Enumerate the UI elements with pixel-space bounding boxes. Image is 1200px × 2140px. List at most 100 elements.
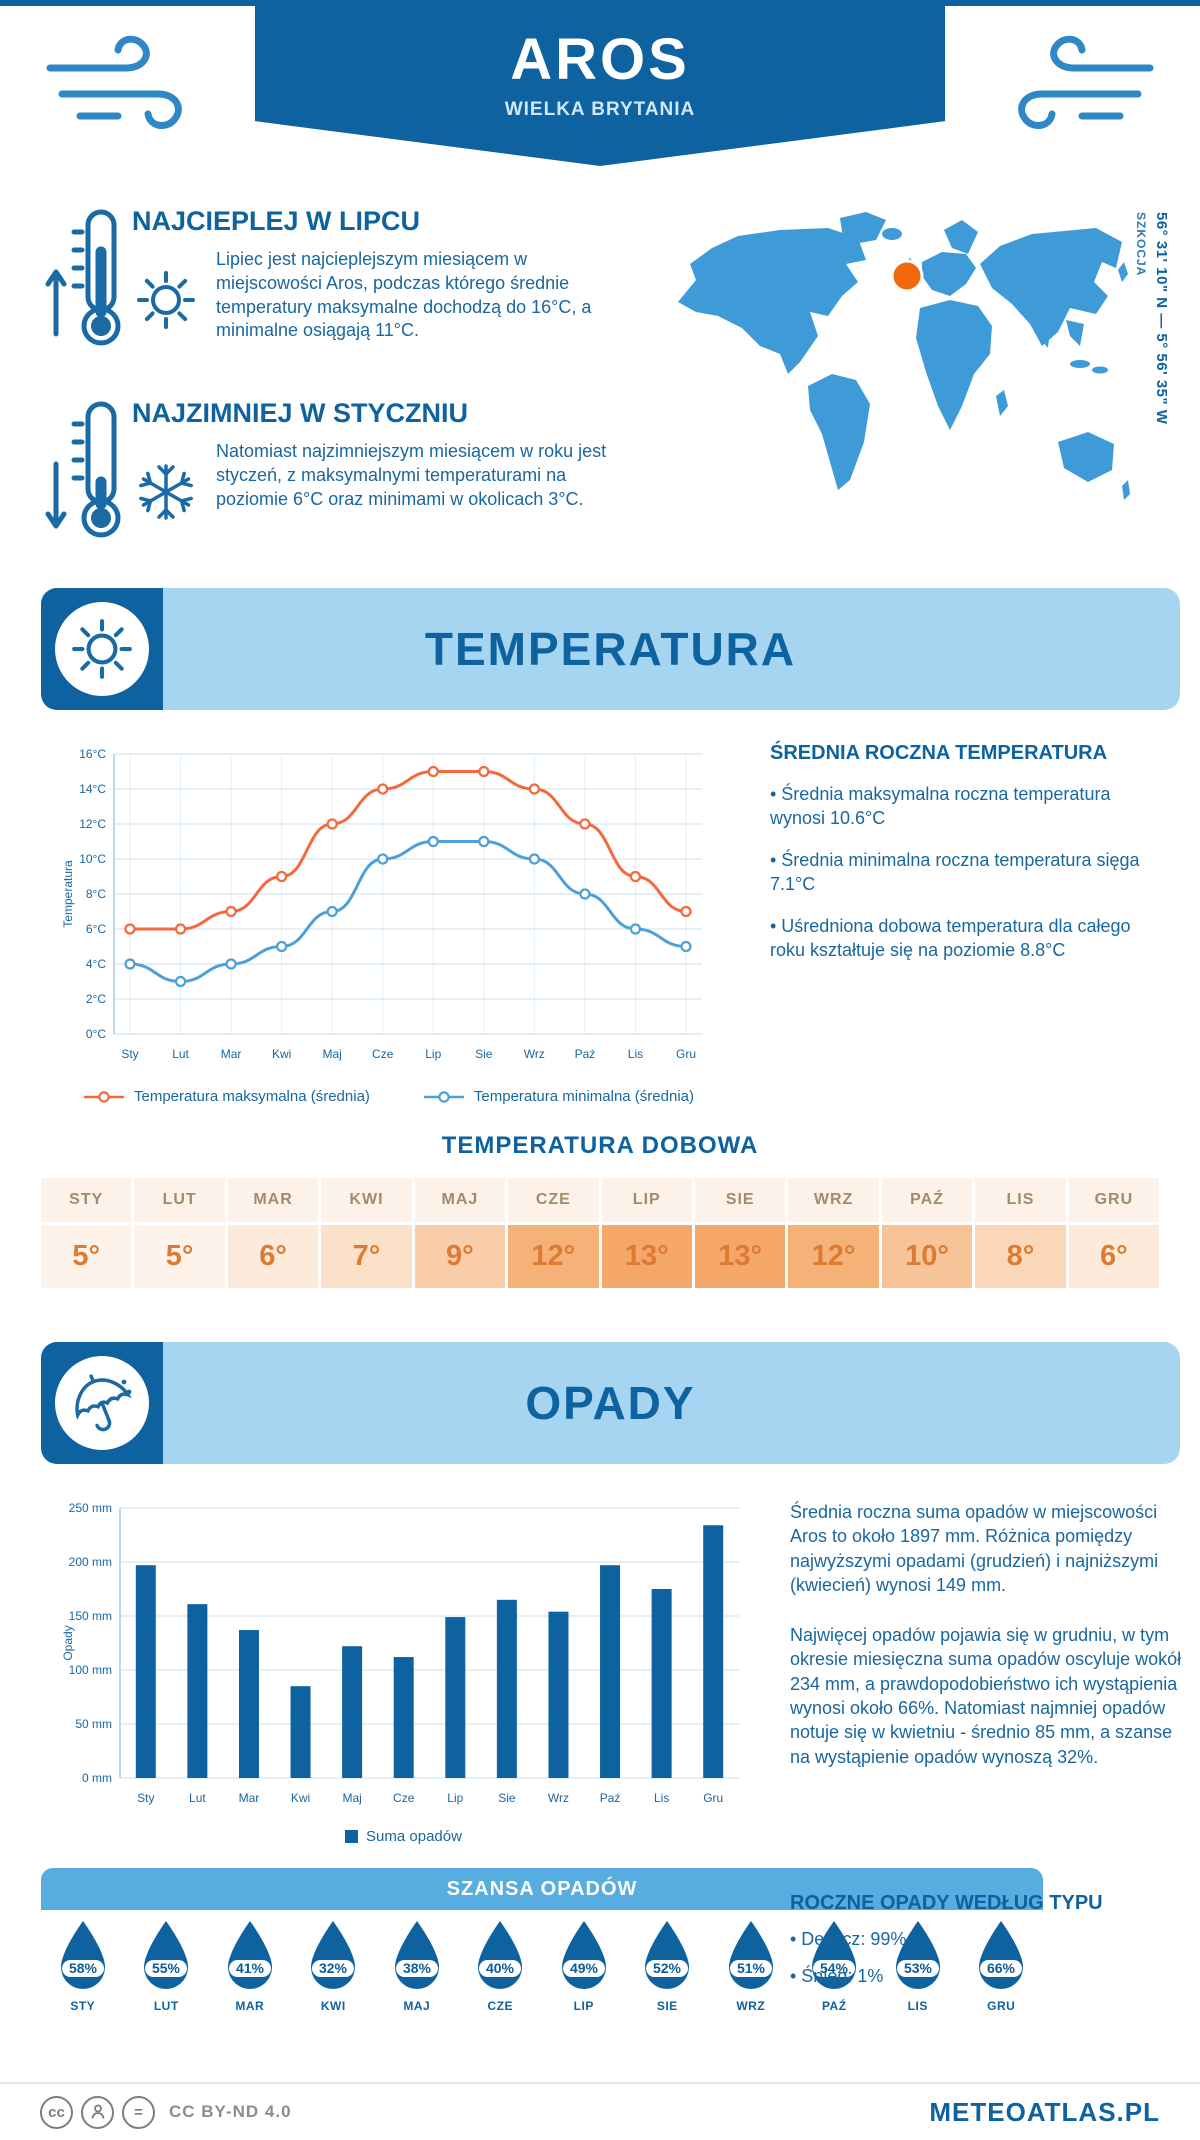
precipitation-banner: OPADY xyxy=(41,1342,1180,1464)
daily-table-month: SIE xyxy=(694,1178,786,1222)
precipitation-banner-icon-block xyxy=(41,1342,163,1464)
bar-chart-legend: Suma opadów xyxy=(56,1828,751,1845)
thermometer-warm-icon xyxy=(45,209,121,346)
legend-item: Temperatura maksymalna (średnia) xyxy=(82,1088,370,1105)
svg-text:0°C: 0°C xyxy=(86,1027,106,1041)
temperature-stats: ŚREDNIA ROCZNA TEMPERATURA • Średnia mak… xyxy=(770,742,1170,963)
temperature-banner-icon-block xyxy=(41,588,163,710)
legend-item: Temperatura minimalna (średnia) xyxy=(422,1088,694,1105)
daily-table-value: 5° xyxy=(41,1225,132,1288)
thermometer-cold-icon xyxy=(45,401,121,538)
svg-text:Kwi: Kwi xyxy=(291,1791,310,1805)
svg-text:Wrz: Wrz xyxy=(524,1047,545,1061)
svg-text:Maj: Maj xyxy=(323,1047,342,1061)
svg-text:54%: 54% xyxy=(820,1960,849,1976)
svg-text:Wrz: Wrz xyxy=(548,1791,569,1805)
license-label: CC BY-ND 4.0 xyxy=(169,2102,292,2121)
snowflake-icon xyxy=(139,464,193,520)
rain-chance-item: 55% LUT xyxy=(125,1918,209,2013)
page-title: AROS xyxy=(510,27,690,92)
rain-chance-month: SIE xyxy=(656,1999,678,2013)
precipitation-type-bullet: • Deszcz: 99% xyxy=(790,1929,907,1949)
svg-text:Temperatura: Temperatura xyxy=(61,860,75,928)
sun-icon xyxy=(72,619,132,679)
rain-chance-item: 54% PAŹ xyxy=(793,1918,877,2013)
rain-chance-month: LIS xyxy=(907,1999,928,2013)
rain-chance-month: CZE xyxy=(487,1999,513,2013)
svg-text:51%: 51% xyxy=(737,1960,766,1976)
license-icons: cc = xyxy=(40,2095,155,2129)
rain-chance-item: 40% CZE xyxy=(459,1918,543,2013)
banner-icon-circle xyxy=(55,1356,149,1450)
line-chart-legend: Temperatura maksymalna (średnia) Temperat… xyxy=(58,1088,718,1105)
attribution-person-icon xyxy=(81,2095,114,2129)
svg-text:16°C: 16°C xyxy=(79,747,106,761)
header: AROS WIELKA BRYTANIA xyxy=(255,0,945,166)
daily-table-month: LUT xyxy=(134,1178,225,1222)
svg-text:55%: 55% xyxy=(152,1960,181,1976)
brand-label: METEOATLAS.PL xyxy=(929,2096,1160,2127)
svg-text:52%: 52% xyxy=(653,1960,682,1976)
temperature-banner: TEMPERATURA xyxy=(41,588,1180,710)
svg-text:4°C: 4°C xyxy=(86,957,106,971)
precipitation-section-title: OPADY xyxy=(525,1377,696,1429)
svg-text:14°C: 14°C xyxy=(79,782,106,796)
daily-table-month: GRU xyxy=(1068,1178,1160,1222)
svg-text:Maj: Maj xyxy=(342,1791,361,1805)
svg-text:53%: 53% xyxy=(904,1960,933,1976)
rain-chance-header: SZANSA OPADÓW xyxy=(41,1868,1043,1910)
svg-text:Paź: Paź xyxy=(575,1047,596,1061)
daily-table-value-row: 5° 5° 6° 7° 9° 12° 13° 13° 12° 10° 8° 6° xyxy=(41,1225,1160,1288)
svg-text:Lut: Lut xyxy=(189,1791,206,1805)
rain-chance-month: LUT xyxy=(153,1999,179,2013)
warmest-heading: NAJCIEPLEJ W LIPCU xyxy=(132,206,421,236)
rain-chance-item: 58% STY xyxy=(41,1918,125,2013)
raindrop-icon: 66% xyxy=(979,1921,1024,1989)
stats-bullet: • Średnia maksymalna roczna temperatura … xyxy=(770,784,1111,828)
cc-icon: cc xyxy=(40,2095,73,2129)
daily-table-value: 13° xyxy=(601,1225,692,1288)
legend-item: Suma opadów xyxy=(345,1828,462,1845)
rain-chance-item: 38% MAJ xyxy=(375,1918,459,2013)
stats-bullet: • Uśredniona dobowa temperatura dla całe… xyxy=(770,915,1131,960)
svg-text:Paź: Paź xyxy=(600,1791,621,1805)
banner-icon-circle xyxy=(55,602,149,696)
rain-chance-month: PAŹ xyxy=(821,1999,847,2013)
svg-text:Opady: Opady xyxy=(61,1625,75,1660)
rain-chance-month: GRU xyxy=(987,1999,1016,2013)
region-label: SZKOCJA xyxy=(1134,212,1148,277)
rain-chance-month: KWI xyxy=(320,1999,346,2013)
svg-text:100 mm: 100 mm xyxy=(69,1663,112,1677)
wind-icon xyxy=(46,35,182,129)
daily-temperature-table: STY LUT MAR KWI MAJ CZE LIP SIE WRZ PAŹ LIS GRU 5° 5… xyxy=(41,1178,1160,1291)
daily-table-value: 6° xyxy=(1068,1225,1160,1288)
svg-text:Mar: Mar xyxy=(239,1791,260,1805)
svg-text:0 mm: 0 mm xyxy=(82,1771,112,1785)
svg-text:41%: 41% xyxy=(236,1960,265,1976)
rain-chance-item: 66% GRU xyxy=(960,1918,1044,2013)
svg-text:Sie: Sie xyxy=(498,1791,516,1805)
svg-text:58%: 58% xyxy=(69,1960,98,1976)
daily-table-value: 13° xyxy=(694,1225,786,1288)
svg-text:250 mm: 250 mm xyxy=(69,1501,112,1515)
raindrop-icon: 54% xyxy=(812,1921,857,1989)
daily-table-value: 7° xyxy=(321,1225,412,1288)
rain-chance-item: 52% SIE xyxy=(626,1918,710,2013)
geo-labels: SZKOCJA 56° 31' 10" N — 5° 56' 35" W xyxy=(1134,212,1170,424)
daily-table-month: STY xyxy=(41,1178,132,1222)
footer: cc = CC BY-ND 4.0 METEOATLAS.PL xyxy=(0,2082,1200,2140)
rain-chance-month: WRZ xyxy=(736,1999,766,2013)
daily-table-month: MAR xyxy=(227,1178,319,1222)
svg-text:Cze: Cze xyxy=(393,1791,415,1805)
precipitation-bar-chart: 0 mm 50 mm 100 mm 150 mm 200 mm 250 mm Sty Lut M… xyxy=(61,1501,739,1805)
svg-text:40%: 40% xyxy=(486,1960,515,1976)
svg-text:12°C: 12°C xyxy=(79,817,106,831)
svg-text:Lis: Lis xyxy=(654,1791,669,1805)
raindrop-icon: 41% xyxy=(227,1921,272,1989)
rain-chance-list: 58% STY 55% LUT 41% MAR 32% KWI 38% MAJ 40% CZE 49% L… xyxy=(41,1918,1043,2013)
raindrop-icon: 38% xyxy=(394,1921,439,1989)
raindrop-icon: 51% xyxy=(728,1921,773,1989)
svg-text:6°C: 6°C xyxy=(86,922,106,936)
precipitation-paragraph: Średnia roczna suma opadów w miejscowośc… xyxy=(790,1502,1159,1595)
